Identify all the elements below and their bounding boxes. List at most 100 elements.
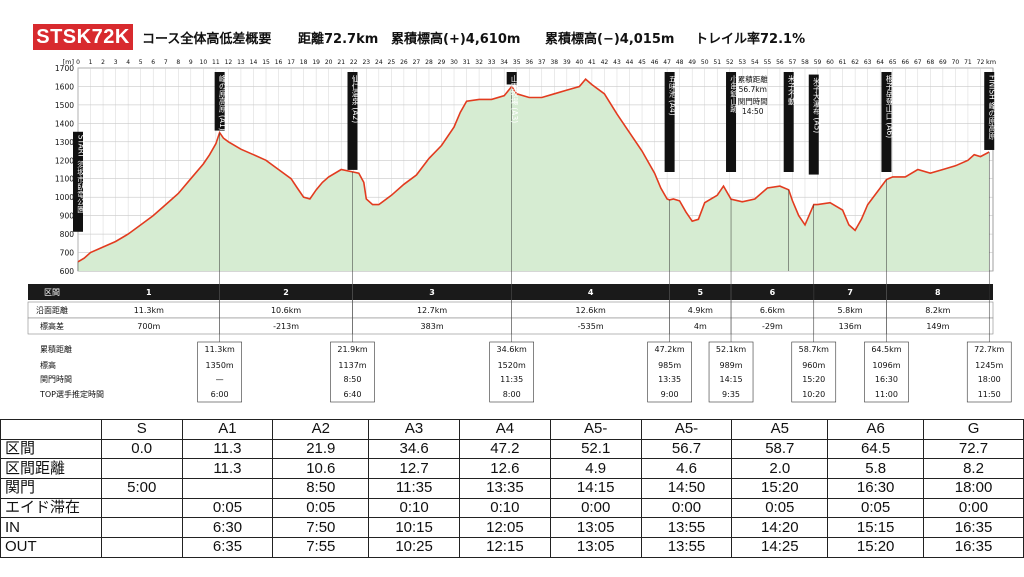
checkpoint-top-time: 11:00: [875, 390, 898, 399]
row-label: エイド滞在: [0, 497, 102, 519]
x-tick-label: 47: [663, 59, 671, 66]
x-tick-label: 68: [927, 59, 935, 66]
checkpoint-row-label: TOP選手推定時間: [39, 389, 104, 399]
y-tick-label: 1000: [55, 193, 74, 202]
table-cell: 8.2: [923, 458, 1024, 480]
row-label: OUT: [0, 537, 102, 558]
marker-label: 米子不動: [787, 74, 796, 107]
table-cell: 16:35: [923, 517, 1024, 539]
x-tick-label: 53: [738, 59, 746, 66]
chart-header: STSK72K コース全体高低差概要 距離72.7km 累積標高(+)4,610…: [0, 0, 1024, 60]
table-cell: [100, 537, 183, 558]
x-tick-label: 22: [350, 59, 358, 66]
table-header-cell: A1: [181, 419, 274, 440]
checkpoint-gate: 16:30: [875, 375, 898, 384]
table-header-cell: G: [923, 419, 1024, 440]
x-tick-label: 65: [889, 59, 897, 66]
segment-distance: 8.2km: [925, 306, 950, 315]
table-cell: 58.7: [731, 438, 829, 460]
table-cell: 14:15: [549, 478, 642, 499]
table-cell: 4.9: [549, 458, 642, 480]
marker-label: FINISH 峰の原高原: [987, 75, 996, 140]
checkpoint-gate: —: [216, 375, 224, 384]
checkpoint-distance: 58.7km: [799, 345, 829, 354]
marker-label: 仙仁温泉 (A2): [351, 74, 360, 124]
x-tick-label: 24: [375, 59, 383, 66]
table-row: エイド滞在 0:05 0:05 0:10 0:10 0:00 0:00 0:05 0:05 0:0…: [0, 497, 1024, 519]
checkpoint-elevation: 1520m: [498, 361, 526, 370]
checkpoint-gate: 15:20: [802, 375, 825, 384]
table-cell: 21.9: [272, 438, 370, 460]
x-tick-label: 3: [114, 59, 118, 66]
segment-elevation: -535m: [578, 322, 604, 331]
table-cell: 0:10: [459, 497, 551, 519]
gate-note-label: 累積距離: [738, 74, 768, 84]
table-cell: 14:20: [731, 517, 829, 539]
checkpoint-distance: 47.2km: [654, 345, 684, 354]
x-tick-label: 43: [613, 59, 621, 66]
x-tick-label: 4: [126, 59, 130, 66]
x-tick-label: 11: [212, 59, 220, 66]
table-cell: 7:50: [272, 517, 370, 539]
x-tick-label: 9: [189, 59, 193, 66]
x-tick-label: 28: [425, 59, 433, 66]
table-cell: 0:00: [549, 497, 642, 519]
segment-distance: 11.3km: [134, 306, 164, 315]
segment-id: 2: [283, 288, 289, 297]
row-label: 区間距離: [0, 458, 102, 480]
table-cell: 10:15: [368, 517, 460, 539]
x-tick-label: 6: [151, 59, 155, 66]
checkpoint-gate: 18:00: [978, 375, 1001, 384]
x-tick-label: 64: [876, 59, 884, 66]
table-cell: [100, 458, 183, 480]
table-header-cell: A4: [459, 419, 551, 440]
y-tick-label: 700: [60, 249, 75, 258]
marker-tag: [73, 131, 83, 232]
gate-note-label: 関門時間: [738, 97, 768, 106]
marker-tag: [506, 72, 517, 85]
table-cell: 0:05: [731, 497, 829, 519]
distance-label: 距離72.7km: [298, 32, 379, 47]
table-cell: 15:20: [827, 537, 925, 558]
segment-id: 1: [146, 288, 152, 297]
x-tick-label: 49: [688, 59, 696, 66]
table-cell: 72.7: [923, 438, 1024, 460]
x-tick-label: 27: [413, 59, 421, 66]
y-tick-label: 1300: [55, 138, 74, 147]
marker-tag: [726, 72, 737, 172]
table-header-cell: A5-: [549, 419, 642, 440]
table-header-row: S A1 A2 A3 A4 A5- A5- A5 A6 G: [0, 419, 1024, 440]
table-cell: 13:35: [459, 478, 551, 499]
checkpoint-gate: 11:35: [500, 375, 523, 384]
x-tick-label: 62: [851, 59, 859, 66]
x-tick-label: 30: [450, 59, 458, 66]
segment-distance: 12.7km: [417, 306, 447, 315]
marker-tag: [347, 72, 358, 170]
segment-header-label: 区間: [44, 288, 60, 297]
x-tick-label: 26: [400, 59, 408, 66]
segment-id: 7: [847, 288, 853, 297]
segment-id: 6: [770, 288, 776, 297]
checkpoint-box: [708, 341, 754, 403]
chart-title: コース全体高低差概要: [142, 32, 272, 47]
race-logo: STSK72K: [33, 24, 133, 50]
y-tick-label: 600: [60, 267, 75, 276]
table-cell: 4.6: [640, 458, 733, 480]
table-cell: 0:10: [368, 497, 460, 519]
checkpoint-distance: 21.9km: [337, 345, 367, 354]
x-tick-label: 67: [914, 59, 922, 66]
marker-tag: [808, 74, 819, 175]
table-cell: 12:15: [459, 537, 551, 558]
table-header-cell: S: [100, 419, 183, 440]
table-cell: 7:55: [272, 537, 370, 558]
x-tick-label: 46: [651, 59, 659, 66]
x-tick-label: 33: [488, 59, 496, 66]
table-cell: 8:50: [272, 478, 370, 499]
segment-elevation: -29m: [762, 322, 783, 331]
table-cell: 0:05: [181, 497, 274, 519]
table-cell: 0:05: [827, 497, 925, 519]
segment-elevation: 136m: [839, 322, 862, 331]
table-cell: 12.7: [368, 458, 460, 480]
y-tick-label: 1400: [55, 119, 74, 128]
table-cell: 34.6: [368, 438, 460, 460]
